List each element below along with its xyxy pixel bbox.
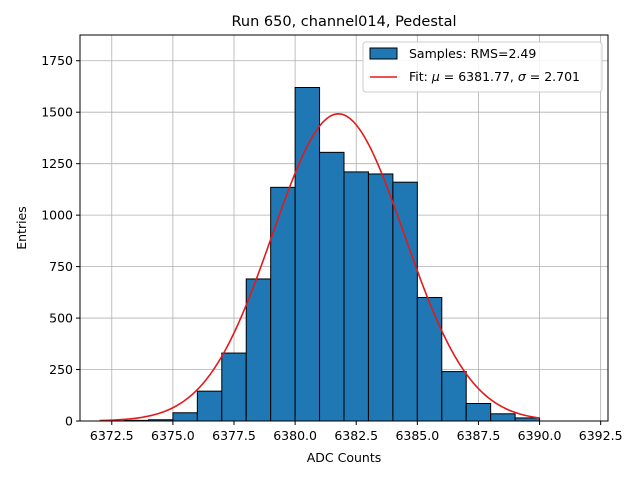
legend-label-samples: Samples: RMS=2.49 [409,46,536,61]
histogram-bar [172,412,198,422]
x-tick-label: 6372.5 [90,428,134,443]
legend-label-fit: Fit: μ = 6381.77, σ = 2.701 [409,69,580,84]
y-tick-label: 500 [49,311,73,326]
histogram-bars [123,86,541,422]
histogram-bar [441,371,467,422]
x-tick-label: 6392.5 [579,428,623,443]
x-tick-label: 6377.5 [212,428,256,443]
legend-box [362,41,603,93]
y-axis-ticks: 0 250 500 750 1000 1250 1500 1750 [41,53,80,429]
histogram-bar [294,86,321,422]
histogram-bar [367,173,394,422]
histogram-bar [490,413,516,422]
x-tick-label: 6380.0 [273,428,317,443]
x-axis-ticks: 6372.5 6375.0 6377.5 6380.0 6382.5 6385.0 6387… [90,421,623,443]
histogram-bar [416,296,443,422]
histogram-bar [319,151,345,422]
y-tick-label: 250 [49,362,73,377]
x-tick-label: 6385.0 [395,428,439,443]
x-tick-label: 6387.5 [457,428,501,443]
y-tick-label: 1750 [41,53,73,68]
histogram-bar [196,390,223,422]
y-tick-label: 1250 [41,156,73,171]
x-tick-label: 6382.5 [334,428,378,443]
y-tick-label: 750 [49,259,73,274]
plot-frame [79,34,609,422]
histogram-bar [343,171,369,422]
x-tick-label: 6390.0 [518,428,562,443]
y-tick-label: 1000 [41,208,73,223]
histogram-bar [270,186,296,422]
x-tick-label: 6375.0 [151,428,195,443]
histogram-bar [465,403,492,422]
legend-swatch-samples [369,47,398,60]
y-axis-label: Entries [14,206,29,250]
histogram-bar [221,352,247,422]
fit-curve-layer [99,113,540,422]
chart-title: Run 650, channel014, Pedestal [231,14,456,30]
y-tick-label: 0 [65,414,73,429]
histogram-bar [392,181,418,422]
x-axis-label: ADC Counts [307,450,382,465]
y-tick-label: 1500 [41,105,73,120]
histogram-bar [245,278,272,422]
legend: Samples: RMS=2.49 Fit: μ = 6381.77, σ = … [362,41,603,93]
gaussian-fit-curve [99,113,540,422]
